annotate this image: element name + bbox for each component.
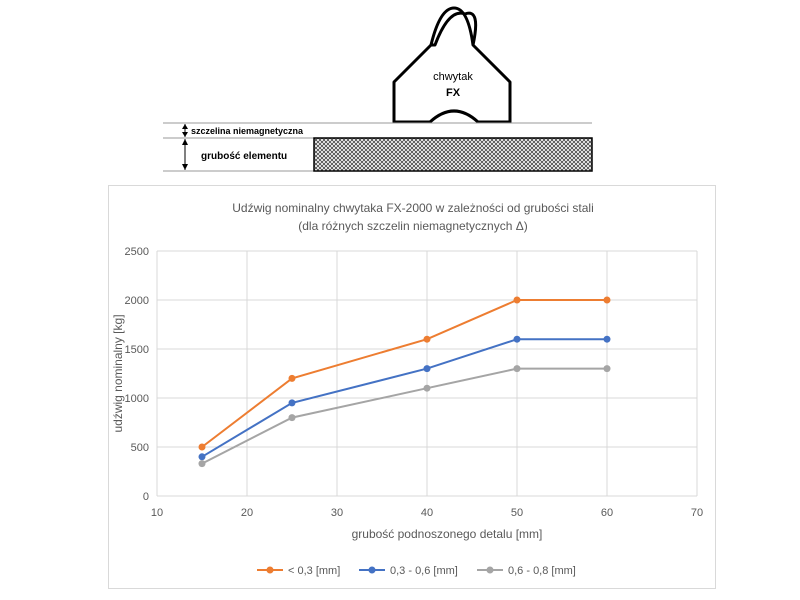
x-tick-label: 50 [511,507,523,519]
x-tick-label: 10 [151,507,163,519]
y-tick-label: 2000 [125,295,149,307]
thickness-label: grubość elementu [201,151,287,162]
data-point [603,296,611,304]
data-point [603,335,611,343]
chart-area: Udźwig nominalny chwytaka FX-2000 w zale… [108,185,716,589]
steel-element [313,137,593,172]
legend-marker [266,566,274,574]
data-point [423,384,431,392]
x-axis-label: grubość podnoszonego detalu [mm] [352,527,543,541]
legend-entry: 0,6 - 0,8 [mm] [508,565,576,577]
legend: < 0,3 [mm] 0,3 - 0,6 [mm] 0,6 - 0,8 [mm] [257,565,576,577]
series-line-2 [201,367,607,465]
data-point [513,335,521,343]
x-tick-label: 40 [421,507,433,519]
x-tick-labels: 10 20 30 40 50 60 70 [151,507,703,519]
data-point [288,374,296,382]
y-tick-label: 1000 [125,393,149,405]
data-point [198,453,206,461]
line-chart: Udźwig nominalny chwytaka FX-2000 w zale… [111,201,703,577]
x-tick-label: 20 [241,507,253,519]
thickness-arrow-head-bottom [182,164,188,170]
legend-entry: 0,3 - 0,6 [mm] [390,565,458,577]
legend-entry: < 0,3 [mm] [288,565,340,577]
data-point [198,460,206,468]
x-tick-label: 30 [331,507,343,519]
data-point [603,365,611,373]
data-point [198,443,206,451]
gap-label: szczelina niemagnetyczna [191,126,304,136]
legend-marker [486,566,494,574]
y-tick-label: 1500 [125,344,149,356]
x-tick-label: 70 [691,507,703,519]
data-point [288,399,296,407]
data-point [423,335,431,343]
gripper-label-line1: chwytak [433,71,473,83]
y-tick-label: 2500 [125,246,149,258]
gripper-label-line2: FX [446,87,461,99]
series-points [198,296,611,468]
chart-title: Udźwig nominalny chwytaka FX-2000 w zale… [232,201,594,215]
gap-arrow-head-top [182,124,188,129]
x-tick-label: 60 [601,507,613,519]
thickness-arrow-head-top [182,139,188,145]
gap-arrow-head-bottom [182,132,188,137]
gripper-body-shape [392,11,512,124]
gripper-diagram: chwytak FX szczelina niemagnetyczna grub… [163,6,593,172]
y-tick-label: 500 [131,442,149,454]
data-point [513,365,521,373]
data-point [288,414,296,422]
chart-subtitle: (dla różnych szczelin niemagnetycznych Δ… [298,219,527,233]
data-point [423,365,431,373]
series-lines [201,299,607,465]
y-tick-label: 0 [143,491,149,503]
legend-marker [368,566,376,574]
data-point [513,296,521,304]
grid-lines [156,250,698,497]
gripper-top-dome [429,6,475,46]
y-axis-label: udźwig nominalny [kg] [111,314,125,432]
y-tick-labels: 0 500 1000 1500 2000 2500 [125,246,149,503]
